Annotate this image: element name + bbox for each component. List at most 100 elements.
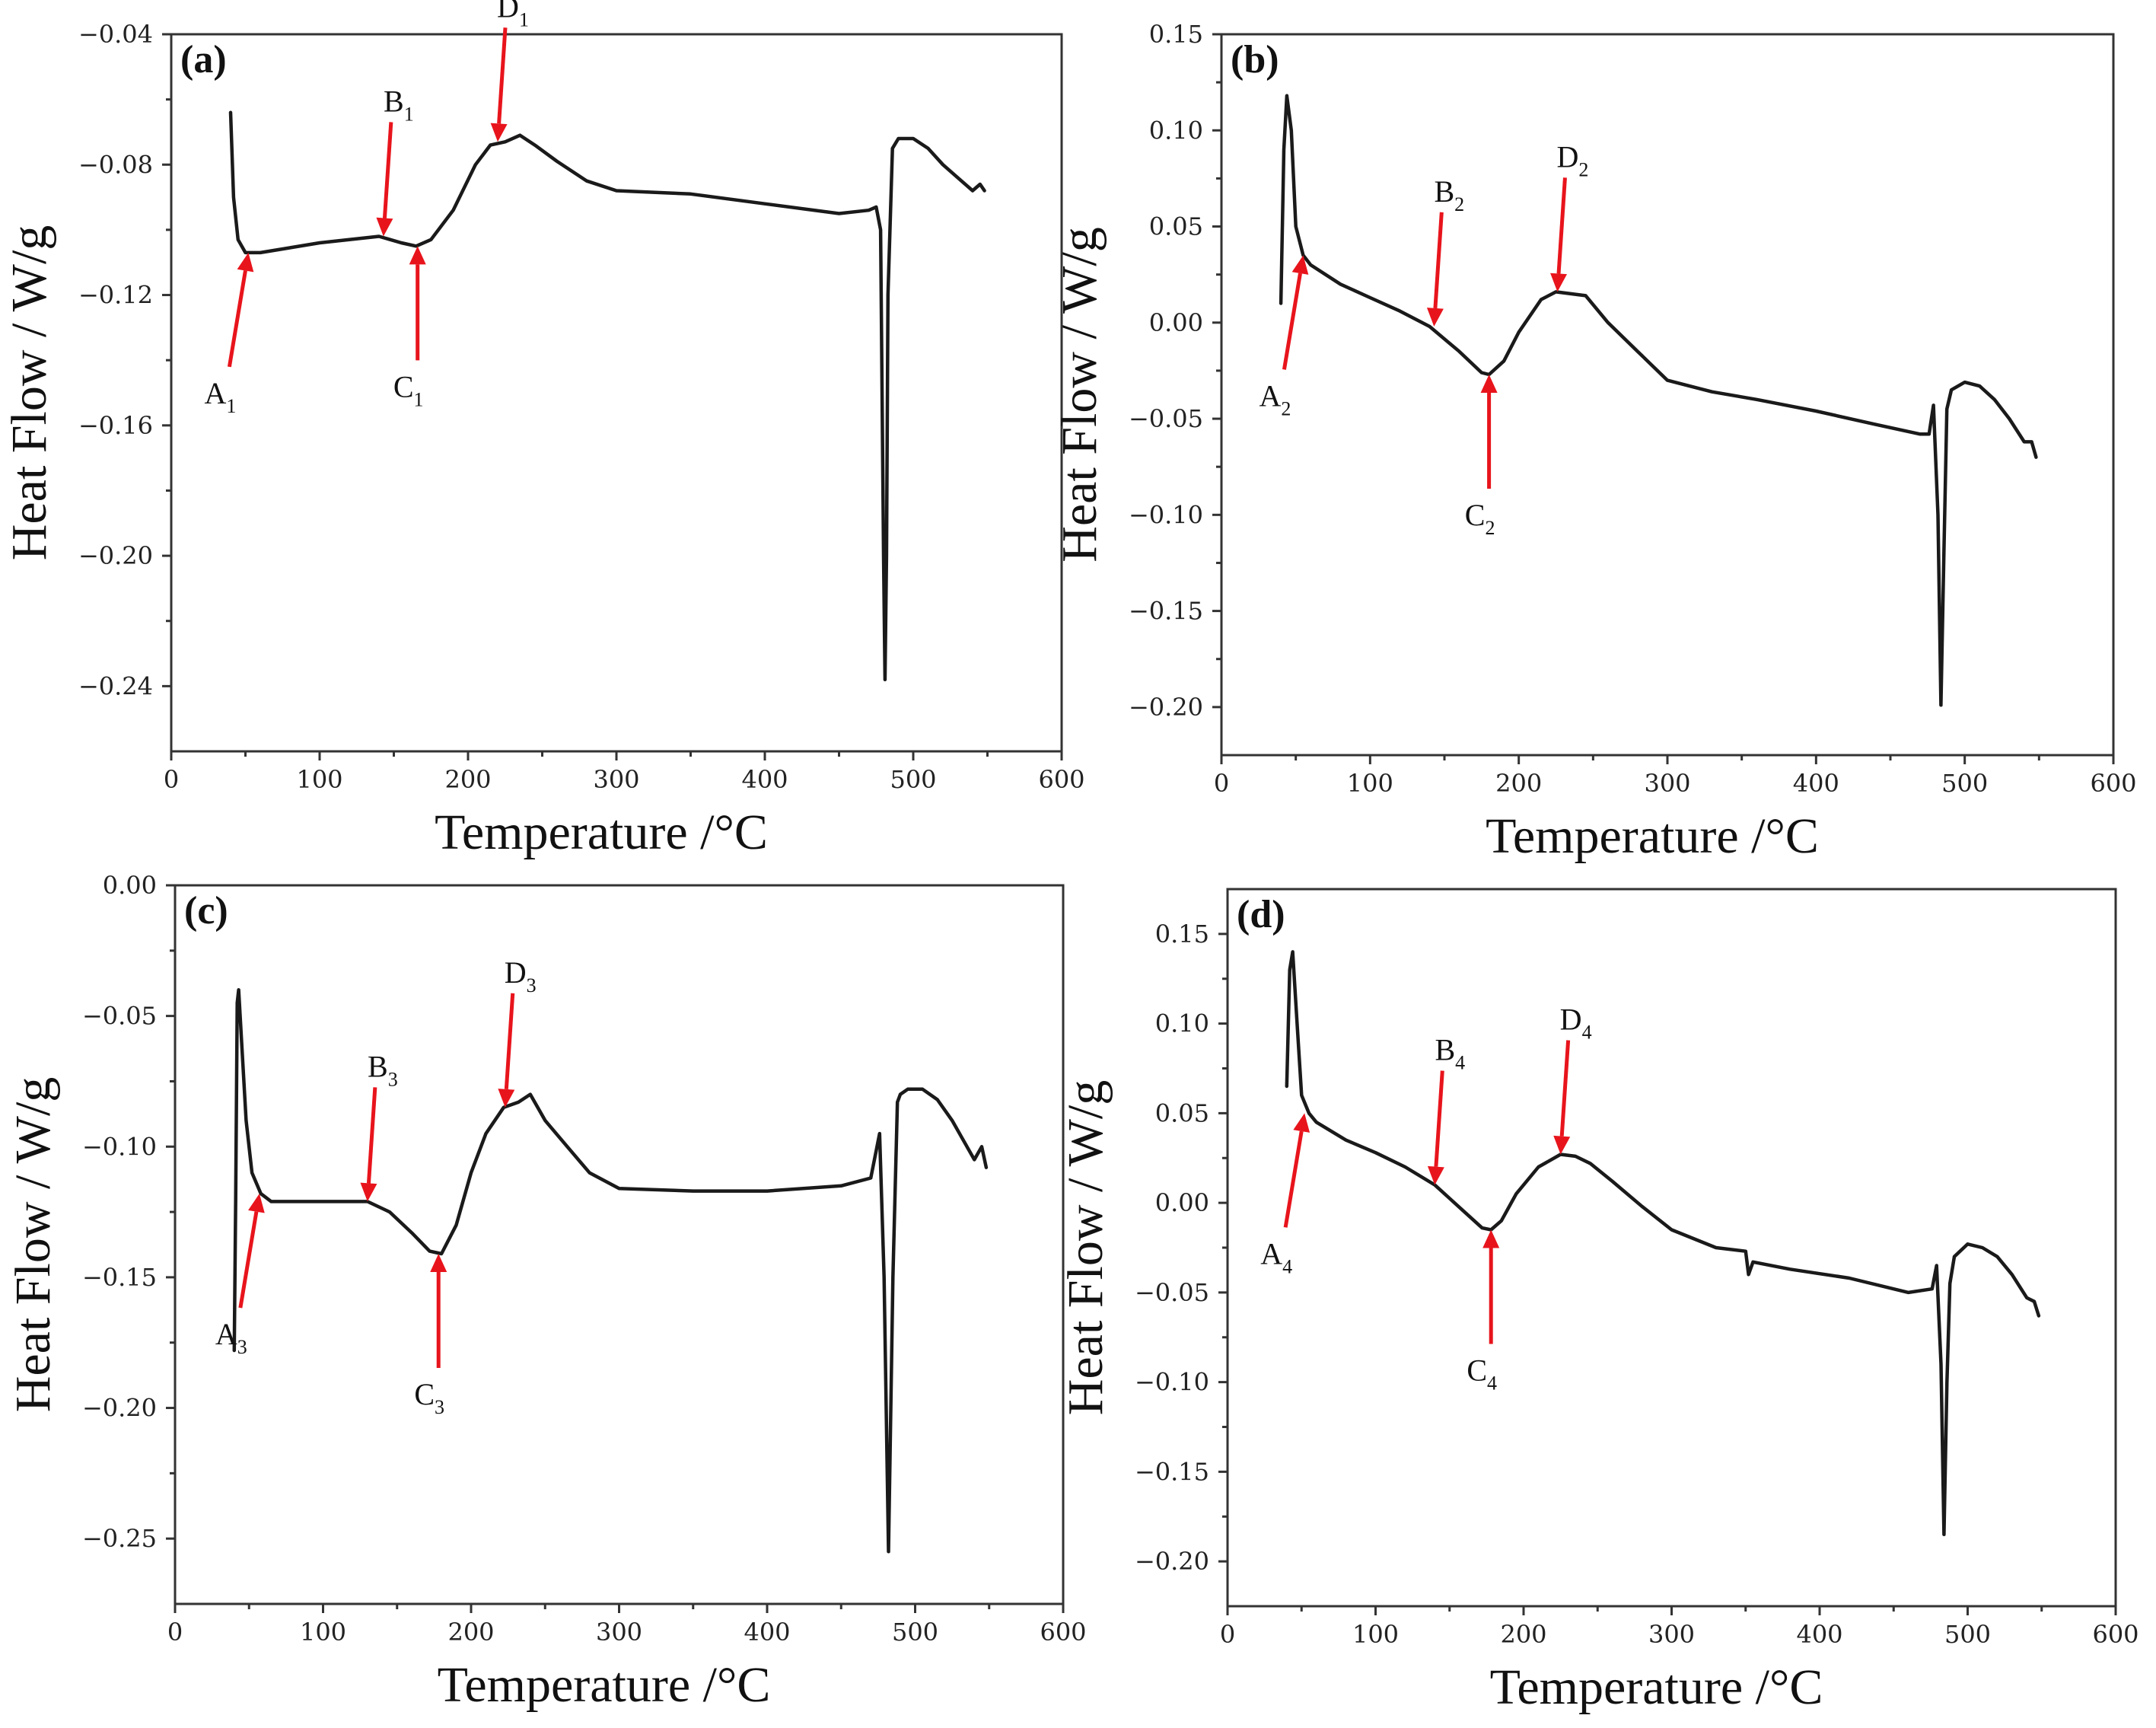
x-tick-label: 200 (444, 765, 491, 794)
y-tick-label: −0.10 (82, 1132, 157, 1161)
point-label-subscript: 2 (1485, 517, 1495, 539)
point-label: A2 (1259, 378, 1291, 419)
annotation-c: C1 (393, 246, 426, 410)
point-label-subscript: 4 (1455, 1052, 1465, 1074)
panel-label: (b) (1231, 38, 1279, 81)
annotation-arrow (227, 270, 247, 368)
x-tick-label: 0 (1214, 769, 1229, 798)
plot-frame (170, 33, 1063, 753)
annotation-arrow (1559, 1040, 1571, 1137)
y-tick-label: 0.00 (103, 871, 157, 900)
y-tick-label: −0.10 (1135, 1368, 1209, 1397)
arrowhead (409, 246, 426, 265)
dsc-curve (232, 988, 989, 1554)
point-label-subscript: 4 (1487, 1372, 1497, 1394)
x-axis-label: Temperature /°C (438, 1657, 771, 1713)
annotation-a: A3 (215, 1194, 265, 1358)
annotation-c: C2 (1465, 374, 1498, 539)
y-tick-label: −0.15 (1135, 1457, 1209, 1486)
y-axis-label: Heat Flow / W/g (1058, 1080, 1113, 1416)
annotation-a: A1 (204, 252, 254, 417)
annotation-c: C3 (414, 1254, 447, 1418)
point-label: C1 (393, 369, 424, 410)
x-tick-label: 100 (300, 1618, 346, 1647)
panel-label: (a) (180, 38, 227, 81)
point-label-subscript: 1 (519, 8, 529, 30)
arrowhead (1293, 1113, 1310, 1133)
arrowhead (1482, 1229, 1500, 1248)
arrowhead (1427, 1165, 1444, 1185)
annotation-arrow (238, 1211, 259, 1309)
point-label-subscript: 4 (1582, 1022, 1592, 1044)
x-tick-label: 600 (1040, 1618, 1086, 1647)
chart-panel: 0 100 200 300 400 500 600 −0.20 −0.15 −0.10 −0.05 0… (1058, 888, 2139, 1715)
annotation-arrow (382, 122, 393, 218)
point-label-subscript: 3 (527, 974, 537, 996)
y-tick-label: −0.20 (78, 541, 153, 570)
point-label-subscript: 3 (388, 1068, 398, 1090)
x-tick-label: 0 (164, 765, 179, 794)
point-label-subscript: 1 (414, 388, 424, 410)
annotation-c: C4 (1467, 1229, 1500, 1394)
point-label: A4 (1260, 1236, 1292, 1277)
y-tick-label: −0.24 (78, 671, 153, 700)
point-label: A3 (215, 1317, 247, 1358)
y-tick-label: 0.00 (1155, 1188, 1209, 1217)
y-tick-label: −0.20 (82, 1394, 157, 1423)
x-tick-label: 400 (1796, 1620, 1842, 1649)
x-tick-label: 400 (744, 1618, 790, 1647)
point-label: D4 (1560, 1003, 1592, 1044)
point-label-subscript: 4 (1282, 1255, 1292, 1277)
point-label-subscript: 2 (1281, 397, 1291, 419)
annotation-b: B3 (360, 1049, 398, 1202)
x-axis-label: Temperature /°C (1486, 808, 1819, 864)
point-label: C2 (1465, 498, 1495, 539)
x-tick-label: 500 (1944, 1620, 1991, 1649)
annotation-arrow (1282, 273, 1302, 370)
x-tick-label: 300 (1644, 769, 1690, 798)
arrowhead (490, 123, 508, 142)
annotation-arrow (366, 1087, 377, 1184)
x-tick-label: 0 (167, 1618, 183, 1647)
arrowhead (1480, 374, 1498, 393)
point-label: C3 (414, 1377, 444, 1418)
point-label-subscript: 2 (1454, 193, 1464, 215)
annotation-arrow (1433, 212, 1444, 309)
x-tick-label: 200 (1500, 1620, 1546, 1649)
arrowhead (1426, 308, 1444, 327)
arrowhead (376, 217, 393, 237)
y-tick-label: 0.10 (1149, 116, 1203, 145)
arrowhead (1291, 255, 1309, 275)
annotation-arrow (1434, 1070, 1444, 1167)
dsc-curve (228, 110, 986, 682)
point-label: B1 (384, 84, 414, 125)
point-label: B4 (1435, 1033, 1465, 1074)
y-tick-label: −0.10 (1129, 500, 1203, 529)
y-tick-label: −0.15 (82, 1263, 157, 1292)
y-tick-label: 0.15 (1149, 20, 1203, 49)
y-tick-label: 0.05 (1149, 212, 1203, 241)
annotation-d: D2 (1550, 139, 1588, 292)
annotation-b: B1 (376, 84, 414, 237)
plot-frame (1220, 33, 2115, 757)
x-tick-label: 500 (892, 1618, 938, 1647)
x-tick-label: 0 (1220, 1620, 1235, 1649)
y-tick-label: −0.20 (1135, 1547, 1209, 1576)
y-tick-label: 0.15 (1155, 920, 1209, 948)
point-label-subscript: 1 (226, 395, 236, 417)
point-label-subscript: 2 (1578, 158, 1588, 180)
x-tick-label: 400 (1793, 769, 1839, 798)
annotation-arrow (504, 993, 515, 1090)
x-tick-label: 200 (447, 1618, 494, 1647)
y-tick-label: −0.16 (78, 411, 153, 440)
annotation-arrow (1556, 177, 1567, 274)
annotation-d: D1 (490, 0, 529, 142)
y-tick-label: −0.20 (1129, 693, 1203, 722)
y-tick-label: −0.05 (82, 1002, 157, 1031)
point-label: B3 (368, 1049, 398, 1090)
y-axis-label: Heat Flow / W/g (1052, 227, 1107, 563)
x-tick-label: 300 (1648, 1620, 1695, 1649)
annotation-b: B4 (1427, 1033, 1465, 1185)
x-tick-label: 300 (596, 1618, 642, 1647)
arrowhead (360, 1182, 377, 1202)
